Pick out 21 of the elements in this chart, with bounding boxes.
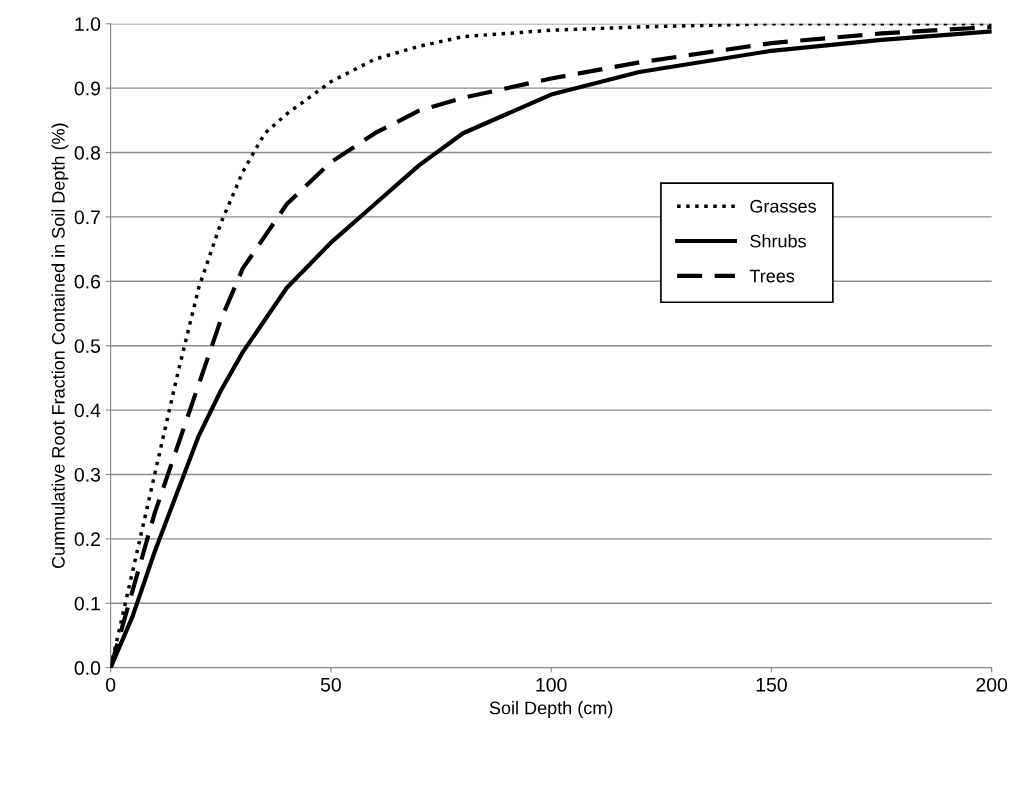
x-tick-label: 0 — [105, 677, 116, 692]
y-tick-label: 0.1 — [74, 596, 100, 611]
x-tick-label: 200 — [976, 677, 1008, 692]
x-tick-label: 100 — [536, 677, 567, 692]
y-tick-label: 0.5 — [74, 339, 101, 353]
y-tick-label: 0.6 — [74, 274, 101, 289]
legend-label: Shrubs — [750, 234, 806, 248]
x-axis-title: Soil Depth (cm) — [489, 701, 613, 718]
y-tick-label: 0.0 — [74, 661, 101, 675]
y-tick-label: 0.2 — [74, 532, 100, 547]
y-tick-label: 0.9 — [74, 81, 100, 96]
y-tick-label: 0.4 — [74, 403, 101, 418]
y-tick-label: 0.3 — [74, 467, 101, 482]
legend-label: Trees — [749, 269, 795, 283]
legend-label: Grasses — [750, 199, 816, 213]
y-tick-label: 1.0 — [75, 17, 101, 31]
y-axis-title: Cummulative Root Fraction Contained in Soil Depth (%) — [51, 123, 69, 569]
x-tick-label: 50 — [320, 677, 341, 692]
x-tick-label: 150 — [756, 677, 787, 692]
y-tick-label: 0.8 — [74, 146, 101, 160]
y-tick-label: 0.7 — [74, 210, 100, 225]
